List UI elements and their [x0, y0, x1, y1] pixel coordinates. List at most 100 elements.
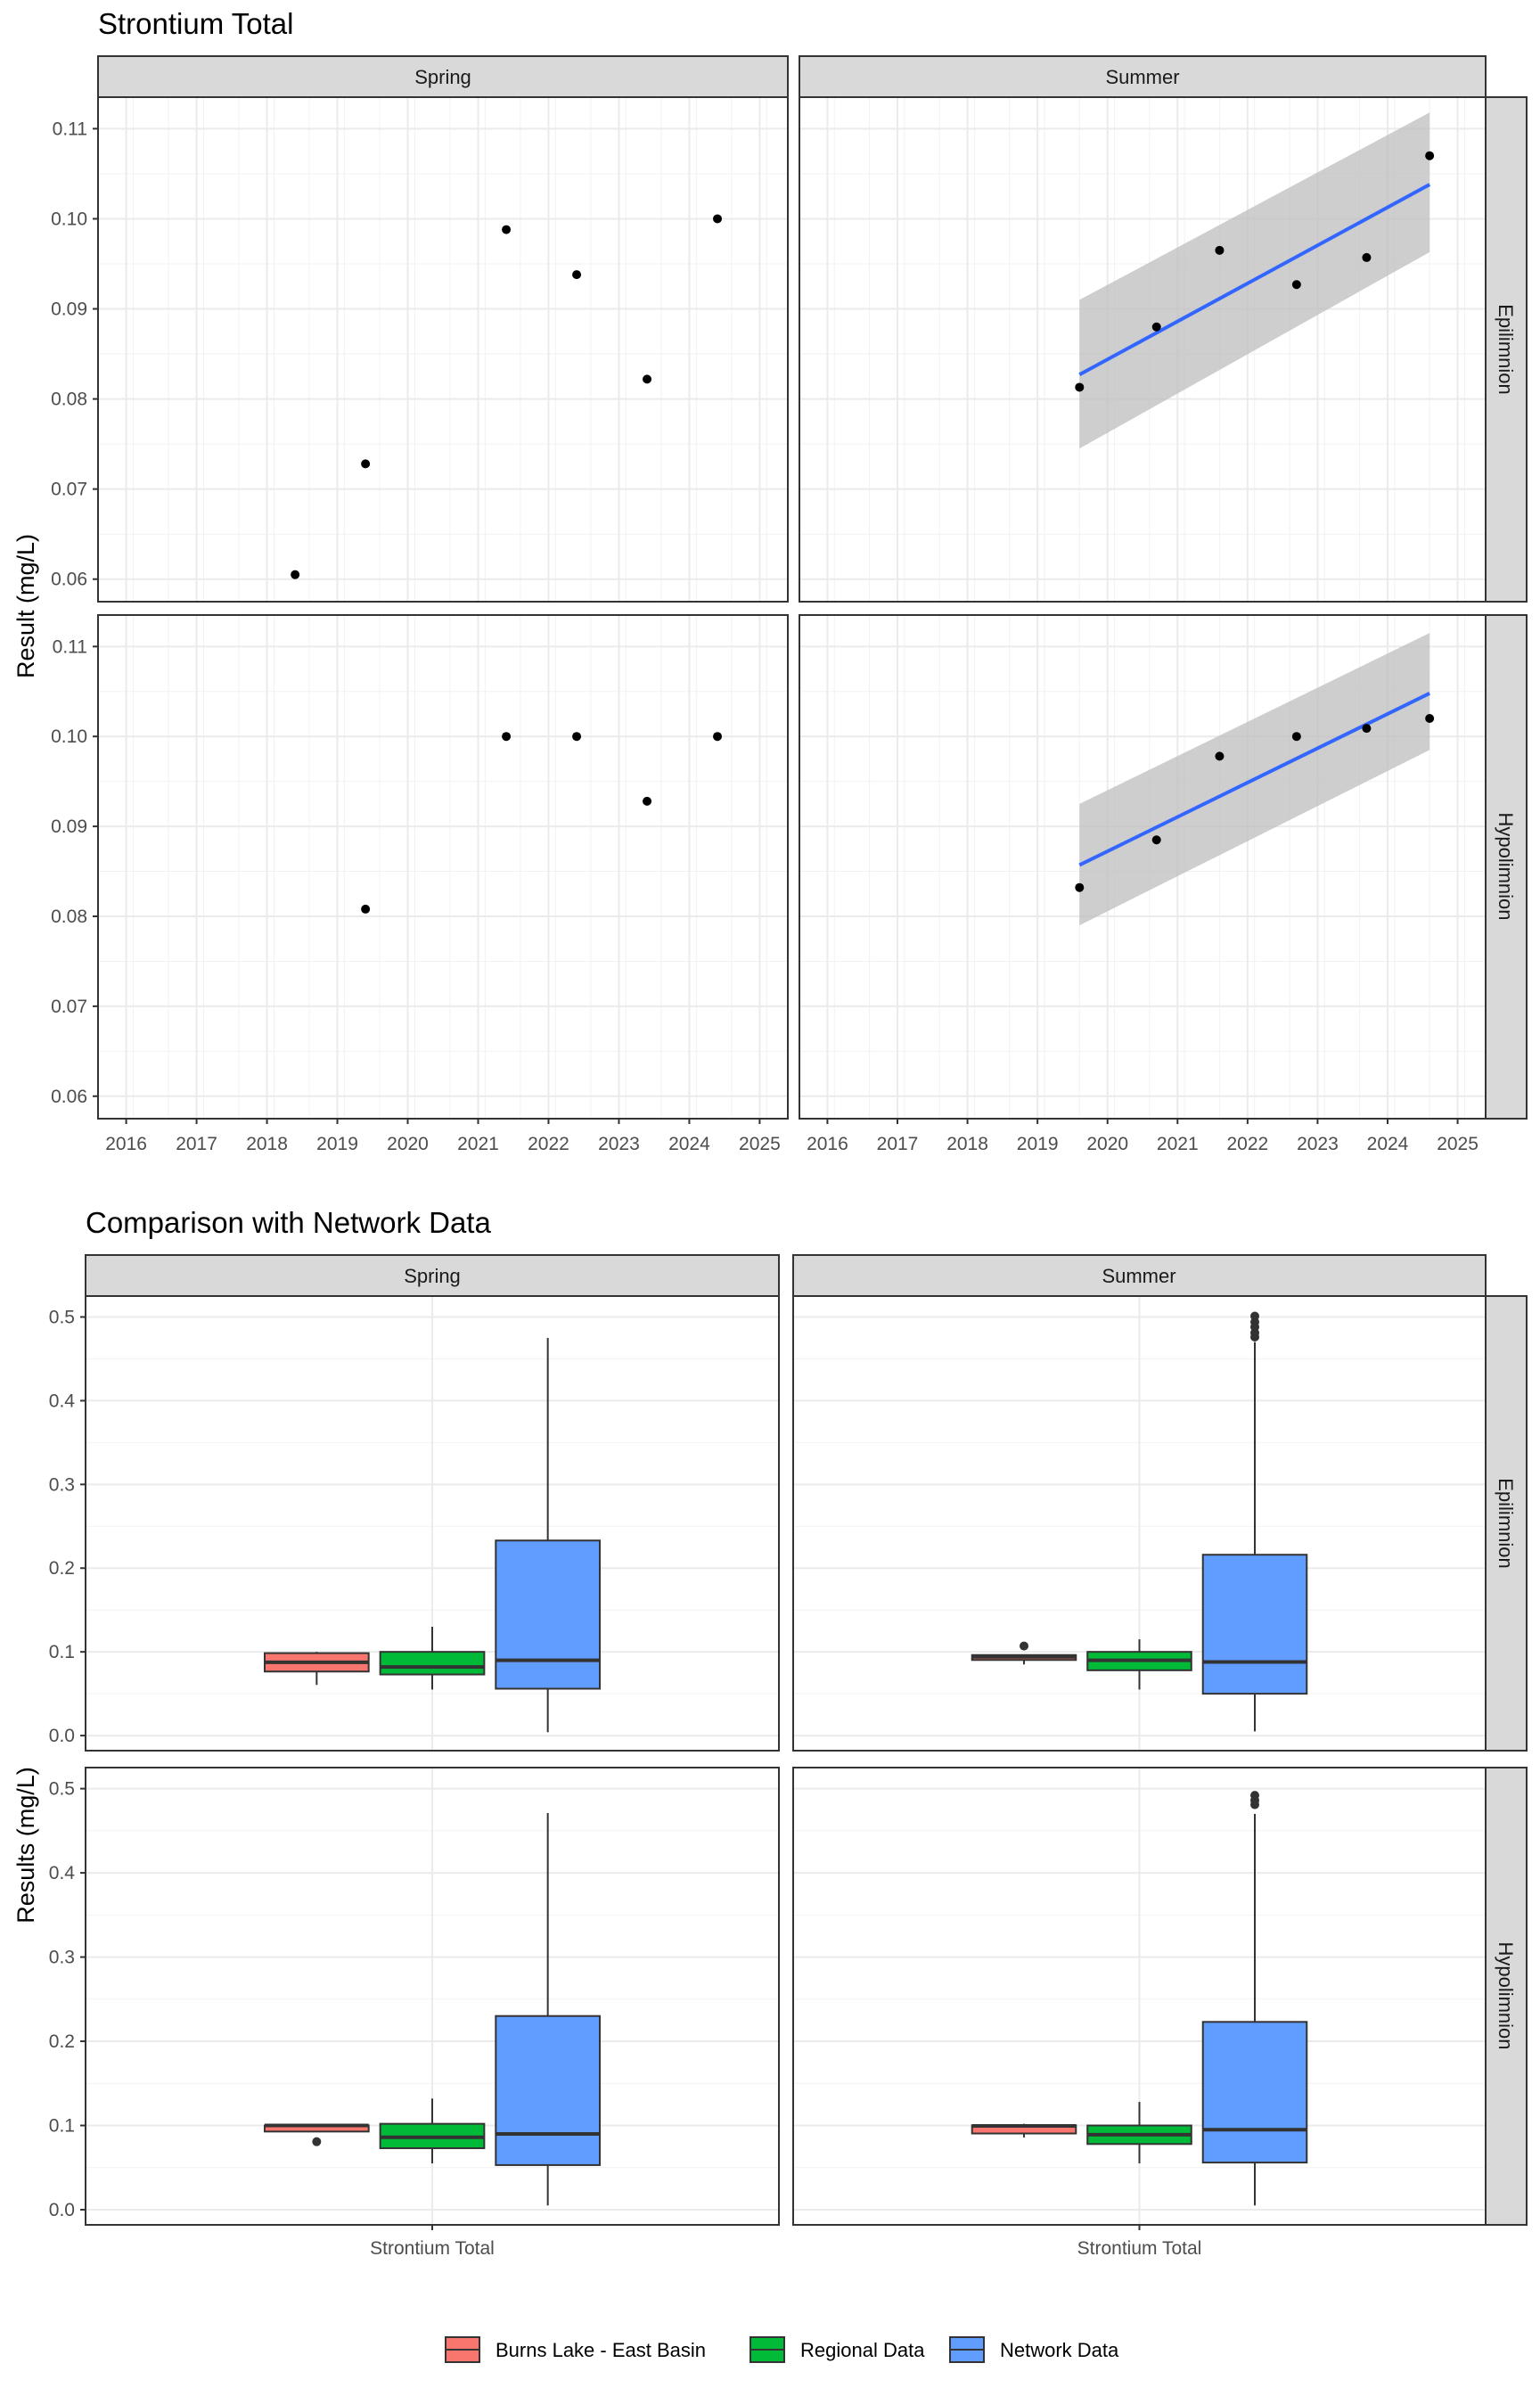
box-network-data: [495, 2014, 602, 2166]
chart2-panel-summer-epilimnion: [792, 1295, 1487, 1752]
data-point: [1425, 714, 1435, 724]
y-tick-label: 0.07: [51, 997, 87, 1017]
y-tick-label: 0.09: [51, 300, 87, 320]
outlier-burns-lake-east-basin: [312, 2137, 322, 2146]
panel-border: [792, 1295, 1487, 1752]
panel-background: [98, 615, 788, 1119]
box-regional-data: [379, 1651, 486, 1676]
y-tick-label: 0.4: [49, 1391, 76, 1411]
chart1-strip-summer: [799, 55, 1487, 98]
chart1-strip-spring: [97, 55, 789, 98]
x-tick-label: 2021: [1157, 1134, 1199, 1154]
chart2-strip-hypolimnion: [1485, 1767, 1528, 2226]
x-tick-label: 2016: [807, 1134, 848, 1154]
trend-line: [1078, 183, 1431, 377]
outlier-network-data: [1250, 1791, 1259, 1801]
outlier-burns-lake-east-basin: [1020, 1641, 1028, 1651]
chart1-panel-spring-hypolimnion: [97, 614, 789, 1120]
data-point: [713, 214, 723, 224]
chart2-title: Comparison with Network Data: [86, 1206, 491, 1239]
x-tick-label: 2022: [1226, 1134, 1268, 1154]
x-tick-label: 2020: [387, 1134, 429, 1154]
data-point: [1291, 280, 1301, 290]
x-tick-label: 2017: [176, 1134, 217, 1154]
x-tick-label: 2023: [1297, 1134, 1339, 1154]
x-tick-label: 2024: [668, 1134, 710, 1154]
data-point: [1151, 835, 1161, 845]
data-point: [572, 732, 582, 742]
y-tick-label: 0.06: [51, 570, 87, 590]
data-point: [1075, 382, 1085, 392]
panel-border: [97, 614, 789, 1120]
y-tick-label: 0.3: [49, 1474, 75, 1495]
y-tick-label: 0.1: [49, 2116, 75, 2137]
y-tick-label: 0.5: [49, 1307, 75, 1327]
data-point: [1215, 245, 1225, 255]
y-tick-label: 0.08: [51, 390, 87, 410]
y-tick-label: 0.2: [49, 2031, 75, 2052]
panel-border: [799, 614, 1487, 1120]
x-tick-label: 2019: [316, 1134, 358, 1154]
chart1-panel-summer-epilimnion: [799, 96, 1487, 603]
chart2-ylabel: Results (mg/L): [12, 1767, 39, 1924]
legend-label-network-data: Network Data: [1000, 2339, 1119, 2361]
x-tick-label: 2017: [877, 1134, 919, 1154]
chart1-strip-epilimnion-label: Epilimnion: [1495, 304, 1517, 395]
outlier-network-data: [1250, 1311, 1259, 1321]
data-point: [1151, 322, 1161, 332]
chart1-ylabel: Result (mg/L): [12, 534, 39, 678]
chart1-axes: 0.06 0.07 0.08 0.09 0.10 0.11 0.06 0.07 0.08 0.09…: [51, 119, 1479, 1154]
data-point: [1425, 151, 1435, 160]
x-tick-label: Strontium Total: [1077, 2238, 1202, 2259]
chart2-strip-summer-label: Summer: [1102, 1265, 1175, 1287]
chart2-axes: 0.0 0.1 0.2 0.3 0.4 0.5 0.0 0.1 0.2 0.3 0.4 0.5 Stro…: [49, 1307, 1202, 2259]
y-tick-label: 0.08: [51, 907, 87, 927]
chart2-strip-epilimnion: [1485, 1295, 1528, 1752]
x-tick-label: 2019: [1017, 1134, 1059, 1154]
y-tick-label: 0.2: [49, 1558, 75, 1579]
box-network-data: [1201, 2021, 1308, 2164]
trend-line: [1078, 691, 1431, 867]
chart2-panel-spring-epilimnion: [85, 1295, 780, 1752]
chart1-strip-spring-label: Spring: [414, 66, 471, 88]
data-point: [713, 732, 723, 742]
data-point: [1075, 882, 1085, 892]
panel-border: [799, 96, 1487, 603]
chart1-strip-epilimnion: [1485, 96, 1528, 603]
data-point: [1362, 724, 1372, 734]
data-point: [291, 570, 300, 579]
y-tick-label: 0.06: [51, 1087, 87, 1107]
panel-border: [97, 96, 789, 603]
x-tick-label: 2025: [1437, 1134, 1479, 1154]
chart2-strip-summer: [792, 1254, 1487, 1297]
y-tick-label: 0.09: [51, 816, 87, 837]
panel-border: [85, 1295, 780, 1752]
y-tick-label: 0.4: [49, 1863, 76, 1883]
x-tick-label: 2025: [739, 1134, 781, 1154]
chart1-panel-summer-hypolimnion: [799, 614, 1487, 1120]
chart2-strip-epilimnion-label: Epilimnion: [1495, 1478, 1517, 1569]
x-tick-label: 2020: [1086, 1134, 1128, 1154]
data-point: [1215, 751, 1225, 761]
y-tick-label: 0.11: [53, 636, 87, 657]
y-tick-label: 0.0: [49, 1726, 75, 1746]
x-tick-label: Strontium Total: [370, 2238, 495, 2259]
y-tick-label: 0.10: [51, 209, 87, 229]
chart1-strip-hypolimnion-label: Hypolimnion: [1495, 812, 1517, 920]
y-tick-label: 0.5: [49, 1779, 75, 1800]
chart1-strip-summer-label: Summer: [1105, 66, 1179, 88]
box-network-data: [495, 1539, 602, 1690]
data-point: [643, 374, 652, 384]
chart2-panel-spring-hypolimnion: [85, 1767, 780, 2226]
x-tick-label: 2022: [528, 1134, 569, 1154]
x-tick-label: 2024: [1367, 1134, 1409, 1154]
y-tick-label: 0.10: [51, 726, 87, 747]
chart1-title: Strontium Total: [98, 7, 294, 40]
data-point: [572, 270, 582, 280]
data-point: [502, 732, 512, 742]
x-tick-label: 2018: [946, 1134, 988, 1154]
data-point: [361, 904, 371, 914]
data-point: [1362, 252, 1372, 262]
legend-label-regional-data: Regional Data: [800, 2339, 925, 2361]
